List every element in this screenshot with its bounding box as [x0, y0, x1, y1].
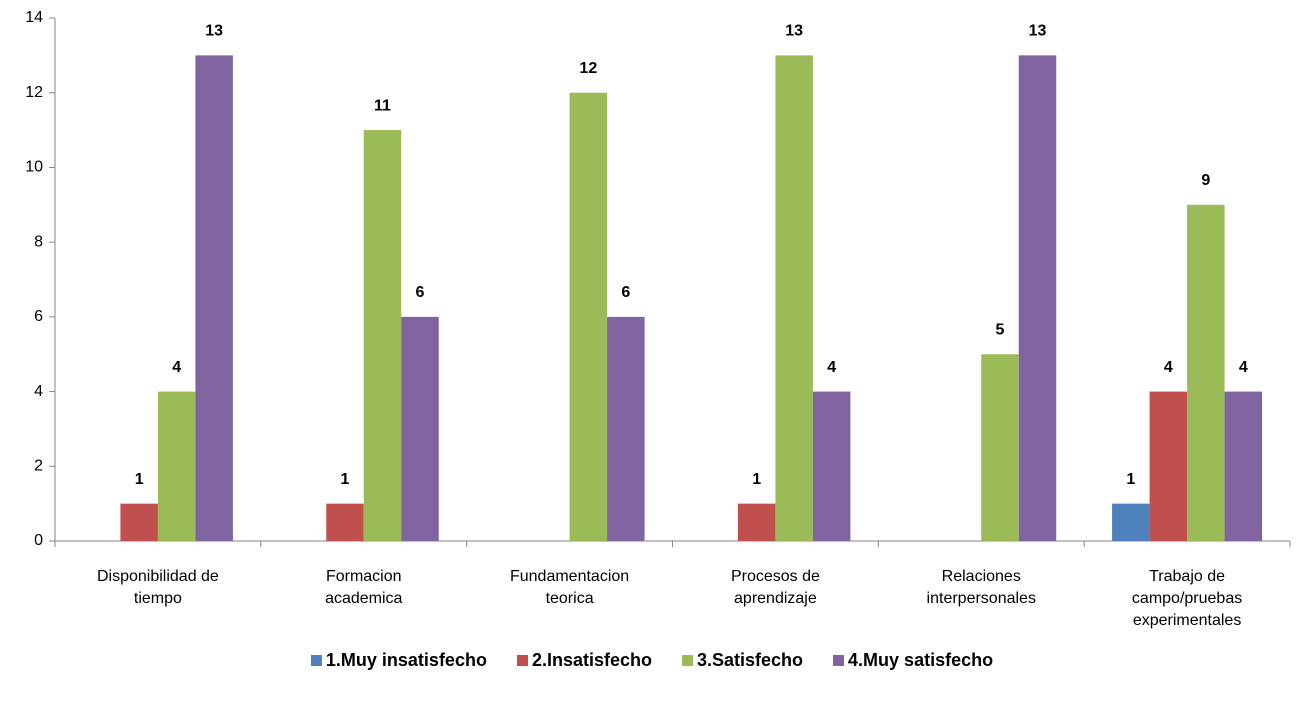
- bar: [812, 391, 851, 541]
- y-tick-label: 0: [34, 532, 43, 549]
- bar: [607, 316, 645, 541]
- y-tick-label: 12: [25, 84, 43, 101]
- y-tick-label: 2: [34, 458, 43, 475]
- data-label: 12: [579, 60, 597, 77]
- bar: [120, 503, 158, 541]
- bar: [1224, 391, 1263, 541]
- bar: [737, 503, 776, 541]
- legend: 1.Muy insatisfecho 2.Insatisfecho 3.Satisf…: [0, 650, 1304, 671]
- legend-swatch: [833, 655, 845, 666]
- legend-item: 1.Muy insatisfecho: [310, 650, 487, 671]
- bar: [157, 391, 196, 541]
- data-label: 4: [172, 359, 181, 376]
- bar: [363, 130, 402, 542]
- x-tick-label: Procesos de aprendizaje: [730, 568, 820, 607]
- data-label: 4: [1164, 359, 1173, 376]
- legend-item: 4.Muy satisfecho: [833, 650, 993, 671]
- data-label: 1: [135, 471, 144, 488]
- bar: [1112, 503, 1150, 541]
- legend-item: 2.Insatisfecho: [516, 650, 652, 671]
- y-tick-label: 4: [34, 383, 43, 400]
- x-tick-label: Relaciones interpersonales: [926, 568, 1036, 607]
- data-label: 6: [416, 284, 425, 301]
- data-label: 1: [341, 471, 350, 488]
- legend-label: 1.Muy insatisfecho: [325, 650, 487, 670]
- y-tick-label: 8: [34, 233, 43, 250]
- bar: [1187, 204, 1225, 542]
- x-tick-label: Fundamentacion teorica: [509, 568, 630, 607]
- bar: [981, 354, 1019, 541]
- data-label: 11: [374, 97, 391, 114]
- bar: [569, 92, 608, 541]
- bar: [401, 316, 439, 541]
- bar: [195, 55, 233, 541]
- data-label: 1: [1126, 471, 1135, 488]
- x-tick-label: Formacion academica: [325, 568, 403, 607]
- legend-label: 2.Insatisfecho: [531, 650, 652, 670]
- x-tick-label: Trabajo de campo/pruebas experimentales: [1131, 568, 1243, 629]
- data-label: 6: [621, 284, 630, 301]
- y-tick-label: 10: [25, 159, 43, 176]
- data-label: 13: [785, 23, 803, 40]
- bar: [775, 55, 813, 541]
- legend-swatch: [682, 655, 693, 666]
- legend-swatch: [516, 655, 528, 666]
- data-label: 9: [1201, 172, 1210, 189]
- y-tick-label: 6: [34, 308, 43, 325]
- data-label: 4: [1239, 359, 1248, 376]
- bar: [326, 503, 364, 541]
- data-label: 1: [752, 471, 761, 488]
- y-tick-label: 14: [25, 9, 43, 26]
- data-label: 5: [996, 321, 1005, 338]
- bar: [1149, 391, 1188, 541]
- legend-label: 4.Muy satisfecho: [848, 650, 994, 670]
- data-label: 13: [205, 23, 223, 40]
- data-label: 4: [827, 359, 836, 376]
- legend-label: 3.Satisfecho: [697, 650, 804, 670]
- legend-swatch: [310, 655, 322, 666]
- data-label: 13: [1029, 23, 1047, 40]
- legend-item: 3.Satisfecho: [682, 650, 803, 671]
- bar: [1018, 55, 1057, 541]
- x-tick-label: Disponibilidad de tiempo: [96, 568, 219, 607]
